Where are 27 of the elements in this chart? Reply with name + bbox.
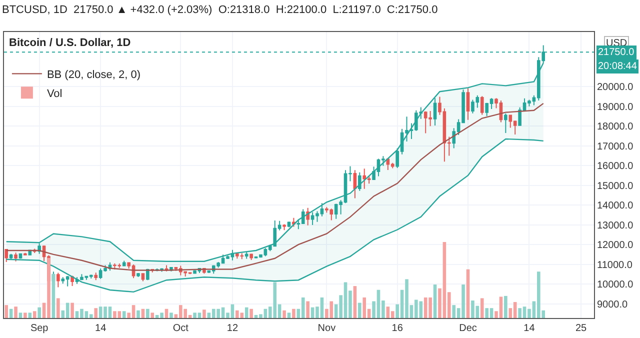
y-tick-label: 13000.0: [597, 220, 634, 232]
y-tick-label: 9000.0: [597, 299, 628, 310]
x-tick-label: 25: [575, 323, 588, 334]
y-tick-label: 11000.0: [597, 260, 633, 271]
legend-label: Vol: [46, 88, 62, 100]
text: 20:08:44: [598, 61, 638, 72]
y-tick-label: 10000.0: [597, 280, 634, 291]
x-tick-label: Nov: [318, 323, 336, 334]
y-tick-label: 18000.0: [597, 122, 634, 133]
ref-line-label: 21750.0: [598, 47, 635, 58]
y-tick-label: 15000.0: [597, 180, 634, 192]
y-tick-label: 20000.0: [597, 82, 634, 94]
text: Bitcoin / U.S. Dollar, 1D: [9, 37, 131, 49]
y-tick-label: 14000.0: [597, 200, 634, 212]
x-tick-label: 16: [392, 323, 404, 334]
x-tick-label: Dec: [459, 323, 477, 334]
y-tick-label: 19000.0: [597, 102, 634, 113]
x-tick-label: Sep: [30, 323, 49, 334]
y-tick-label: 17000.0: [597, 141, 634, 152]
y-tick-label: 16000.0: [597, 161, 634, 172]
x-tick-label: Oct: [172, 323, 189, 334]
y-tick-label: 12000.0: [597, 240, 634, 252]
x-tick-label: 12: [226, 323, 238, 334]
legend-label: BB (20, close, 2, 0): [46, 68, 140, 81]
chart-title: BTCUSD, 1D 21750.0 ▲ +432.0 (+2.03%) O:21318.0 H:22100.0 L:21197.0 C:21750.0: [2, 4, 438, 16]
x-tick-label: 14: [95, 323, 107, 334]
x-tick-label: 14: [524, 323, 536, 334]
